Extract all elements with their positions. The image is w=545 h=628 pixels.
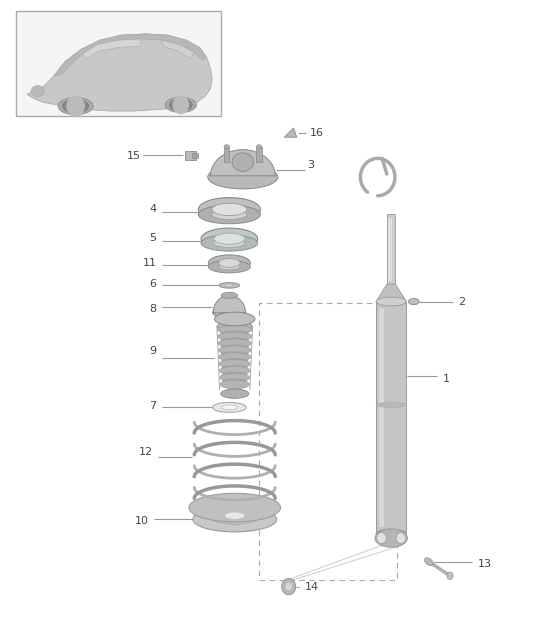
Ellipse shape: [219, 346, 251, 354]
Bar: [387, 214, 396, 284]
Ellipse shape: [201, 235, 258, 251]
Circle shape: [285, 582, 293, 591]
Ellipse shape: [208, 165, 278, 189]
Text: 4: 4: [149, 205, 156, 214]
Ellipse shape: [212, 203, 247, 215]
Text: 11: 11: [143, 258, 156, 268]
Ellipse shape: [376, 297, 406, 306]
Ellipse shape: [215, 312, 255, 326]
Bar: [185, 151, 196, 160]
Bar: [256, 146, 262, 162]
Ellipse shape: [31, 85, 45, 97]
Polygon shape: [162, 40, 194, 59]
Polygon shape: [213, 295, 246, 313]
Ellipse shape: [224, 144, 229, 148]
Polygon shape: [83, 39, 140, 59]
Bar: [192, 153, 198, 158]
Ellipse shape: [221, 337, 249, 342]
Polygon shape: [284, 128, 297, 138]
Ellipse shape: [219, 352, 251, 361]
Ellipse shape: [219, 259, 240, 268]
Text: 16: 16: [310, 129, 324, 139]
Polygon shape: [27, 34, 212, 111]
Ellipse shape: [214, 233, 245, 244]
Polygon shape: [210, 149, 275, 176]
Ellipse shape: [256, 144, 262, 148]
Text: 13: 13: [477, 559, 492, 569]
Ellipse shape: [213, 403, 246, 413]
Ellipse shape: [193, 507, 276, 532]
Ellipse shape: [218, 339, 251, 348]
Bar: [224, 146, 229, 162]
Ellipse shape: [221, 292, 238, 298]
Ellipse shape: [198, 198, 261, 221]
Ellipse shape: [221, 351, 249, 356]
Ellipse shape: [217, 325, 252, 334]
Bar: [259, 303, 397, 580]
Ellipse shape: [225, 512, 245, 519]
Ellipse shape: [198, 205, 261, 224]
Circle shape: [282, 578, 296, 595]
Ellipse shape: [376, 529, 406, 537]
Ellipse shape: [219, 359, 250, 368]
Text: 6: 6: [149, 279, 156, 289]
Ellipse shape: [220, 330, 249, 335]
Bar: [16, 11, 221, 116]
Ellipse shape: [58, 97, 93, 115]
Text: 2: 2: [458, 296, 466, 306]
Ellipse shape: [218, 332, 252, 341]
Ellipse shape: [226, 284, 233, 286]
Ellipse shape: [212, 209, 247, 219]
Ellipse shape: [219, 264, 240, 270]
Ellipse shape: [219, 283, 240, 288]
Ellipse shape: [217, 321, 252, 332]
Text: 14: 14: [305, 582, 319, 592]
Ellipse shape: [169, 99, 192, 111]
Polygon shape: [54, 34, 207, 75]
Text: 10: 10: [135, 516, 148, 526]
Ellipse shape: [221, 405, 238, 410]
Ellipse shape: [221, 358, 248, 363]
Ellipse shape: [222, 379, 247, 384]
Text: 1: 1: [443, 374, 450, 384]
Ellipse shape: [210, 508, 259, 524]
Polygon shape: [376, 284, 406, 301]
Text: 8: 8: [149, 304, 156, 314]
Bar: [379, 308, 384, 527]
Circle shape: [377, 533, 386, 544]
Text: 3: 3: [307, 160, 314, 170]
Text: 12: 12: [138, 447, 153, 457]
Bar: [389, 217, 391, 281]
Ellipse shape: [213, 308, 246, 318]
Ellipse shape: [63, 99, 88, 113]
Circle shape: [67, 96, 84, 116]
Text: 7: 7: [149, 401, 156, 411]
Ellipse shape: [220, 366, 250, 375]
Ellipse shape: [221, 344, 249, 349]
Ellipse shape: [408, 298, 419, 305]
Ellipse shape: [232, 153, 253, 171]
Ellipse shape: [189, 493, 281, 522]
Ellipse shape: [376, 403, 406, 408]
Ellipse shape: [222, 365, 248, 370]
Ellipse shape: [214, 239, 245, 247]
Ellipse shape: [165, 97, 196, 112]
Ellipse shape: [375, 529, 407, 547]
Bar: [376, 301, 406, 533]
Circle shape: [396, 533, 405, 544]
Text: 15: 15: [126, 151, 140, 161]
Ellipse shape: [222, 372, 247, 377]
Ellipse shape: [221, 389, 249, 398]
Circle shape: [447, 572, 453, 580]
Ellipse shape: [208, 261, 250, 273]
Ellipse shape: [208, 255, 250, 271]
Ellipse shape: [201, 228, 258, 249]
Ellipse shape: [425, 558, 433, 566]
Ellipse shape: [220, 373, 250, 382]
Ellipse shape: [220, 380, 249, 389]
Circle shape: [173, 96, 189, 114]
Text: 9: 9: [149, 347, 156, 356]
Text: 5: 5: [149, 233, 156, 243]
